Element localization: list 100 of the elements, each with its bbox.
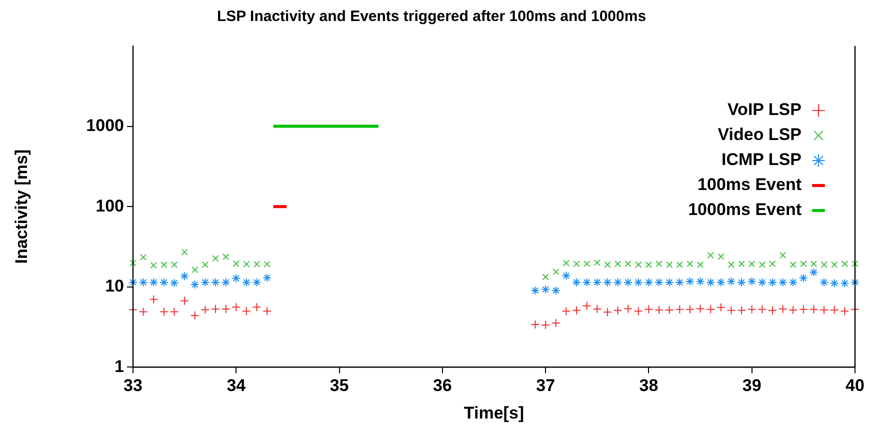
point xyxy=(180,272,190,281)
point xyxy=(768,278,777,287)
point xyxy=(758,304,767,314)
point xyxy=(635,261,642,268)
point xyxy=(192,266,198,274)
point xyxy=(542,274,549,280)
point xyxy=(644,278,654,287)
point xyxy=(758,261,766,268)
point xyxy=(604,261,611,268)
point xyxy=(634,278,643,287)
point xyxy=(747,304,756,314)
point xyxy=(718,253,724,260)
point xyxy=(170,261,178,268)
point xyxy=(212,255,219,262)
point xyxy=(800,260,807,268)
point xyxy=(160,261,168,268)
point xyxy=(810,260,818,268)
point xyxy=(696,304,705,314)
point xyxy=(654,306,664,315)
point xyxy=(809,304,818,314)
point xyxy=(830,278,839,288)
point xyxy=(159,278,168,287)
legend-label: ICMP LSP xyxy=(722,150,802,170)
point xyxy=(737,306,746,315)
point xyxy=(243,260,250,268)
point xyxy=(190,280,200,290)
point xyxy=(840,278,850,288)
point xyxy=(211,278,220,287)
point xyxy=(852,260,858,268)
point xyxy=(202,261,209,268)
x-tick-label: 33 xyxy=(124,376,142,396)
x-tick-label: 39 xyxy=(742,376,762,396)
point xyxy=(798,274,808,283)
x-tick-label: 35 xyxy=(330,376,349,396)
point xyxy=(634,306,643,316)
point xyxy=(768,306,777,315)
point xyxy=(778,278,788,287)
y-tick-label: 1 xyxy=(114,356,124,376)
point xyxy=(541,284,550,294)
point xyxy=(592,304,602,314)
point xyxy=(582,278,592,287)
legend-label: 100ms Event xyxy=(698,175,802,194)
point xyxy=(758,278,767,287)
point xyxy=(200,278,210,287)
point xyxy=(138,307,148,316)
point xyxy=(130,260,136,266)
point xyxy=(562,260,570,266)
point xyxy=(222,253,230,260)
point xyxy=(664,278,674,287)
point xyxy=(841,260,848,268)
x-tick-label: 34 xyxy=(226,376,246,396)
point xyxy=(747,276,756,286)
point xyxy=(551,286,560,296)
point xyxy=(232,260,240,267)
y-axis-title: Inactivity [ms] xyxy=(12,149,31,264)
point xyxy=(530,320,540,330)
point xyxy=(264,260,270,268)
point xyxy=(180,296,190,306)
point xyxy=(820,278,829,287)
chart-title: LSP Inactivity and Events triggered after 100ms and 1000ms xyxy=(216,8,646,26)
point xyxy=(594,259,600,266)
point xyxy=(242,278,251,287)
x-tick-label: 40 xyxy=(846,376,864,396)
point xyxy=(150,262,157,269)
legend-label: VoIP LSP xyxy=(727,100,802,120)
point xyxy=(675,278,684,287)
point xyxy=(820,306,829,315)
y-tick-label: 1000 xyxy=(86,116,124,135)
point xyxy=(664,306,674,315)
point xyxy=(232,274,241,283)
point xyxy=(737,278,746,287)
point xyxy=(644,304,654,314)
point xyxy=(170,278,179,288)
point xyxy=(200,305,210,314)
point xyxy=(552,268,560,276)
point xyxy=(656,260,662,268)
point xyxy=(573,260,580,268)
point xyxy=(788,306,798,315)
point xyxy=(840,306,850,316)
point xyxy=(666,261,673,268)
point xyxy=(686,260,694,268)
point xyxy=(602,278,612,287)
point xyxy=(253,260,260,268)
point xyxy=(211,304,220,314)
point xyxy=(778,304,788,314)
point xyxy=(707,252,714,259)
point xyxy=(696,261,704,268)
point xyxy=(149,294,158,304)
point xyxy=(262,306,272,316)
point xyxy=(830,306,839,315)
point xyxy=(716,278,726,287)
point xyxy=(798,304,808,314)
point xyxy=(572,306,582,315)
point xyxy=(654,278,664,287)
point xyxy=(262,273,272,282)
point xyxy=(769,260,776,268)
point xyxy=(592,278,602,287)
point xyxy=(614,260,622,268)
point xyxy=(613,306,622,315)
point xyxy=(831,261,838,268)
